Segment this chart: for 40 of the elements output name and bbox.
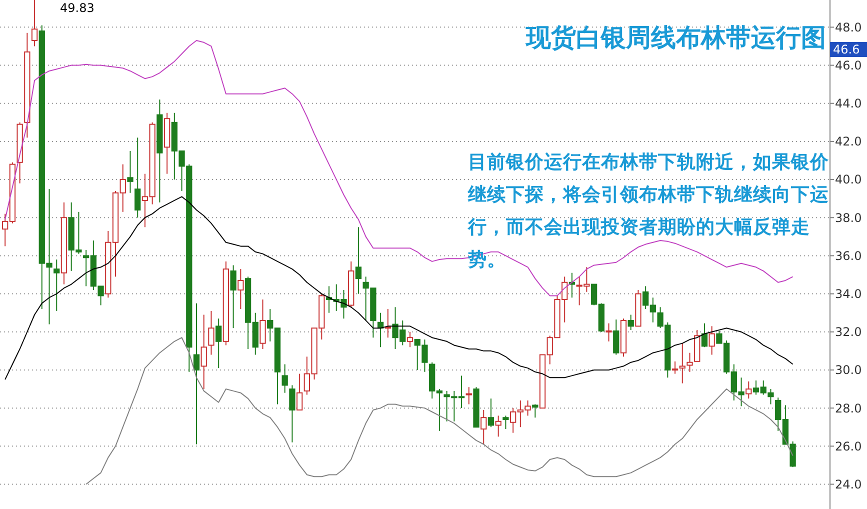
candlestick [679,342,686,384]
candlestick [606,322,612,342]
y-tick-label: 24.0 [835,477,862,492]
y-tick-label: 32.0 [835,325,862,340]
candlestick [355,226,362,294]
candlestick [282,364,288,394]
candlestick [495,415,502,438]
candlestick [672,360,678,374]
y-tick-label: 42.0 [835,134,862,149]
candlestick [238,268,244,310]
candlestick [193,302,200,445]
y-tick-label: 36.0 [835,248,862,263]
y-tick-label: 38.0 [835,210,862,225]
candlestick [60,202,68,285]
candlestick [134,137,141,218]
candlestick [200,314,207,390]
candlestick [216,318,222,369]
y-tick-label: 28.0 [835,401,862,416]
candlestick [54,259,60,312]
y-tick-label: 34.0 [835,287,862,301]
candlestick [230,264,236,329]
candlestick [686,352,693,372]
y-tick-label: 30.0 [835,363,862,378]
y-tick-label: 46.0 [835,58,862,72]
y-tick-label: 40.0 [835,172,862,187]
annotation: 目前银价运行在布林带下轨附近，如果银价继续下探，将会引领布林带下轨继续向下运行，而不会出现投资者期盼的大幅反弹走势。 [467,151,830,270]
y-tick-label: 48.0 [835,20,862,34]
text: 46.6 [833,42,860,57]
candlestick [466,386,472,405]
candlestick [384,308,391,338]
text: 现货白银周线布林带运行图 [525,23,826,52]
candlestick [289,384,296,443]
y-tick-label: 26.0 [835,439,862,454]
candlestick [127,150,134,194]
y-tick-label: 44.0 [835,96,862,111]
candlestick [480,409,487,445]
candlestick [208,310,214,356]
candlestick [156,99,163,203]
annotation: 49.83 [60,1,94,15]
candlestick [24,32,30,138]
